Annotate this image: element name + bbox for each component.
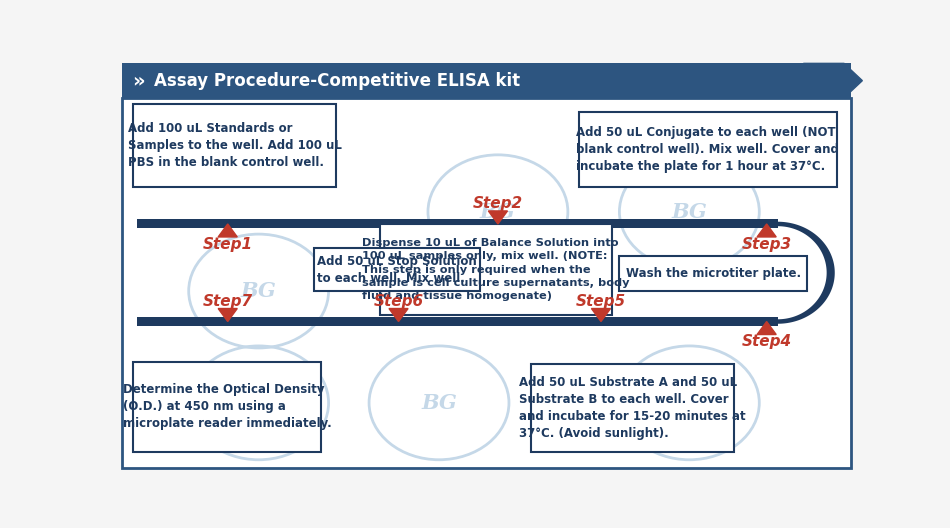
FancyArrow shape xyxy=(804,63,863,98)
Text: Step7: Step7 xyxy=(202,294,253,309)
Text: Add 100 uL Standards or
Samples to the well. Add 100 uL
PBS in the blank control: Add 100 uL Standards or Samples to the w… xyxy=(127,122,342,169)
Text: BG: BG xyxy=(421,393,457,413)
Polygon shape xyxy=(757,224,776,237)
Text: Add 50 uL Stop Solution
to each well. Mix well.: Add 50 uL Stop Solution to each well. Mi… xyxy=(316,254,477,285)
Text: Step6: Step6 xyxy=(373,294,424,309)
Text: BG: BG xyxy=(240,393,276,413)
Text: Add 50 uL Conjugate to each well (NOT
blank control well). Mix well. Cover and
i: Add 50 uL Conjugate to each well (NOT bl… xyxy=(577,126,839,173)
Polygon shape xyxy=(592,308,611,322)
Text: BG: BG xyxy=(480,202,516,222)
Text: Step3: Step3 xyxy=(742,237,791,252)
FancyBboxPatch shape xyxy=(123,63,851,98)
Text: Determine the Optical Density
(O.D.) at 450 nm using a
microplate reader immedia: Determine the Optical Density (O.D.) at … xyxy=(123,383,332,430)
FancyBboxPatch shape xyxy=(123,98,851,468)
Text: Step2: Step2 xyxy=(473,196,523,211)
Text: Add 50 uL Substrate A and 50 uL
Substrate B to each well. Cover
and incubate for: Add 50 uL Substrate A and 50 uL Substrat… xyxy=(519,376,746,440)
Text: BG: BG xyxy=(240,281,276,301)
Polygon shape xyxy=(757,322,776,335)
Polygon shape xyxy=(218,224,238,237)
FancyBboxPatch shape xyxy=(137,317,778,326)
Polygon shape xyxy=(778,222,835,324)
Text: Dispense 10 uL of Balance Solution into
100 uL samples only, mix well. (NOTE:
Th: Dispense 10 uL of Balance Solution into … xyxy=(362,238,630,301)
Text: Step4: Step4 xyxy=(742,334,791,350)
FancyBboxPatch shape xyxy=(619,257,808,291)
FancyBboxPatch shape xyxy=(137,220,778,229)
Polygon shape xyxy=(389,308,408,322)
Polygon shape xyxy=(488,211,507,224)
Text: Step5: Step5 xyxy=(576,294,626,309)
Text: »: » xyxy=(132,71,144,90)
FancyBboxPatch shape xyxy=(531,364,733,451)
FancyBboxPatch shape xyxy=(314,248,480,291)
FancyBboxPatch shape xyxy=(133,104,336,187)
FancyBboxPatch shape xyxy=(579,112,837,187)
FancyBboxPatch shape xyxy=(380,224,612,315)
Text: Step1: Step1 xyxy=(202,237,253,252)
Polygon shape xyxy=(218,308,238,322)
Text: Wash the microtiter plate.: Wash the microtiter plate. xyxy=(626,267,801,280)
Text: BG: BG xyxy=(672,393,708,413)
Text: Assay Procedure-Competitive ELISA kit: Assay Procedure-Competitive ELISA kit xyxy=(154,72,521,90)
FancyBboxPatch shape xyxy=(133,362,321,451)
Text: BG: BG xyxy=(672,202,708,222)
